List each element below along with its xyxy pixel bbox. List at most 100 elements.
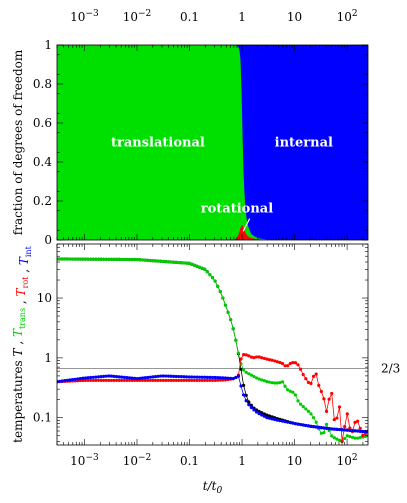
point-T_int xyxy=(301,423,305,427)
point-T_trans xyxy=(249,373,253,377)
point-T_trans xyxy=(68,257,72,261)
label-rotational: rotational xyxy=(201,202,273,217)
point-T_int xyxy=(267,416,272,420)
label-translational: translational xyxy=(111,135,205,150)
point-T_trans xyxy=(291,390,295,394)
point-T_trans xyxy=(311,416,316,420)
point-T_trans xyxy=(148,258,152,263)
point-T_rot xyxy=(218,378,222,382)
point-T_rot xyxy=(309,381,313,386)
point-T_trans xyxy=(172,260,176,264)
point-T_trans xyxy=(244,370,248,374)
point-T_trans xyxy=(169,260,173,264)
point-T_trans xyxy=(117,257,121,262)
point-T_rot xyxy=(242,352,246,357)
point-T_trans xyxy=(190,262,194,266)
point-T_trans xyxy=(187,261,191,265)
point-T_rot xyxy=(172,378,176,383)
point-T_trans xyxy=(107,257,111,261)
point-T_rot xyxy=(267,358,272,362)
point-T_rot xyxy=(254,355,259,359)
point-T_int xyxy=(299,422,303,427)
point-T_int xyxy=(192,375,196,379)
point-T_rot xyxy=(314,372,318,376)
point-T_rot xyxy=(330,391,334,396)
point-T_int xyxy=(148,375,152,379)
series-T_int xyxy=(57,374,368,434)
point-T_int xyxy=(249,405,253,410)
point-T_rot xyxy=(208,378,212,383)
point-T_trans xyxy=(242,368,246,372)
point-T_int xyxy=(309,424,313,428)
point-T_rot xyxy=(122,378,126,383)
point-T_int xyxy=(164,374,168,378)
point-T_int xyxy=(330,427,334,431)
bottom-y-tick-label: 1 xyxy=(44,351,52,365)
point-T_trans xyxy=(138,258,142,262)
area-internal xyxy=(57,45,368,240)
point-T_trans xyxy=(260,378,264,382)
series-T_rot xyxy=(57,352,368,443)
line-T_trans xyxy=(57,258,368,442)
point-T_int xyxy=(229,376,233,380)
point-T_trans xyxy=(182,261,186,265)
point-T_rot xyxy=(306,380,310,384)
point-T_rot xyxy=(120,378,124,383)
point-T_rot xyxy=(127,378,132,383)
point-T_trans xyxy=(280,380,285,384)
point-T_trans xyxy=(275,381,279,385)
top-y-axis-title: fraction of degrees of freedom xyxy=(11,49,25,235)
top-x-tick-label: 10−2 xyxy=(123,9,152,24)
point-T_int xyxy=(203,375,207,379)
point-T_trans xyxy=(91,257,95,261)
point-T_trans xyxy=(216,284,220,288)
bottom-x-axis-title: t/t0 xyxy=(203,479,223,496)
point-T_trans xyxy=(229,318,233,322)
point-T_trans xyxy=(301,405,305,409)
point-T_rot xyxy=(156,378,160,383)
point-T_trans xyxy=(330,434,334,438)
top-x-tick-label: 10 xyxy=(287,10,302,24)
point-T_int xyxy=(311,425,316,429)
point-T_int xyxy=(242,393,246,397)
point-T_trans xyxy=(57,257,62,261)
point-T_int xyxy=(236,374,241,378)
point-T_trans xyxy=(358,435,362,440)
point-T_trans xyxy=(73,257,77,261)
point-T_rot xyxy=(340,439,344,443)
rotational-pointer xyxy=(242,218,251,232)
point-T_trans xyxy=(267,380,272,384)
point-T_rot xyxy=(356,419,360,423)
series-T_trans xyxy=(57,257,368,444)
point-T_int xyxy=(350,428,355,433)
point-T_int xyxy=(127,376,132,380)
point-T_rot xyxy=(184,378,189,383)
point-T_rot xyxy=(283,364,287,368)
point-T_trans xyxy=(195,264,199,268)
point-T_int xyxy=(205,375,209,379)
top-frame xyxy=(56,44,369,241)
point-T_trans xyxy=(200,266,204,270)
point-T_rot xyxy=(86,378,90,383)
point-T_trans xyxy=(257,377,261,381)
point-T_int xyxy=(265,416,269,420)
point-T_int xyxy=(317,425,321,429)
point-T_trans xyxy=(120,257,124,262)
point-T_int xyxy=(159,374,163,378)
point-T_rot xyxy=(270,358,274,362)
point-T_int xyxy=(353,429,357,433)
top-y-tick-label: 0.4 xyxy=(33,155,52,169)
point-T_rot xyxy=(311,374,316,378)
point-T_int xyxy=(83,376,88,380)
point-T_int xyxy=(247,403,251,407)
point-T_rot xyxy=(99,378,103,383)
point-T_int xyxy=(184,375,189,379)
point-T_trans xyxy=(208,273,212,277)
point-T_int xyxy=(153,375,158,379)
point-T_rot xyxy=(262,356,266,361)
point-T_int xyxy=(216,376,220,380)
point-T_rot xyxy=(286,364,290,368)
point-T_trans xyxy=(127,257,132,262)
point-T_trans xyxy=(335,437,339,441)
